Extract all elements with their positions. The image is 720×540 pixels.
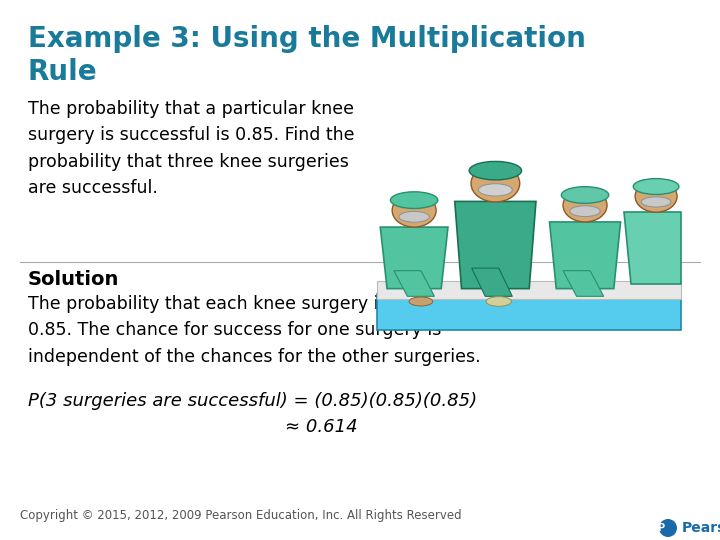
Ellipse shape [570, 206, 600, 217]
Text: Rule: Rule [28, 58, 98, 86]
Polygon shape [377, 281, 681, 299]
Polygon shape [394, 271, 434, 296]
Circle shape [563, 188, 607, 222]
Circle shape [635, 180, 677, 212]
Circle shape [659, 519, 677, 537]
Text: ≈ 0.614: ≈ 0.614 [285, 418, 358, 436]
Ellipse shape [562, 187, 608, 204]
Polygon shape [624, 212, 681, 284]
Text: Solution: Solution [28, 270, 120, 289]
Polygon shape [455, 201, 536, 288]
Ellipse shape [469, 161, 521, 180]
Ellipse shape [634, 179, 679, 194]
Polygon shape [549, 222, 621, 288]
Ellipse shape [642, 197, 671, 207]
Text: The probability that each knee surgery is successful is
0.85. The chance for suc: The probability that each knee surgery i… [28, 295, 503, 366]
Text: Example 3: Using the Multiplication: Example 3: Using the Multiplication [28, 25, 586, 53]
Ellipse shape [478, 184, 513, 196]
Text: P: P [657, 523, 665, 533]
Ellipse shape [409, 297, 433, 306]
Text: Copyright © 2015, 2012, 2009 Pearson Education, Inc. All Rights Reserved: Copyright © 2015, 2012, 2009 Pearson Edu… [20, 509, 462, 522]
Bar [377, 294, 681, 329]
Ellipse shape [390, 192, 438, 208]
Ellipse shape [486, 296, 511, 306]
Text: P(3 surgeries are successful) = (0.85)(0.85)(0.85): P(3 surgeries are successful) = (0.85)(0… [28, 392, 477, 410]
Circle shape [471, 165, 520, 202]
Polygon shape [472, 268, 513, 296]
Circle shape [392, 194, 436, 227]
Ellipse shape [399, 212, 429, 222]
Polygon shape [380, 227, 448, 288]
Polygon shape [563, 271, 603, 296]
Text: The probability that a particular knee
surgery is successful is 0.85. Find the
p: The probability that a particular knee s… [28, 100, 354, 197]
Text: Pearson: Pearson [682, 521, 720, 535]
